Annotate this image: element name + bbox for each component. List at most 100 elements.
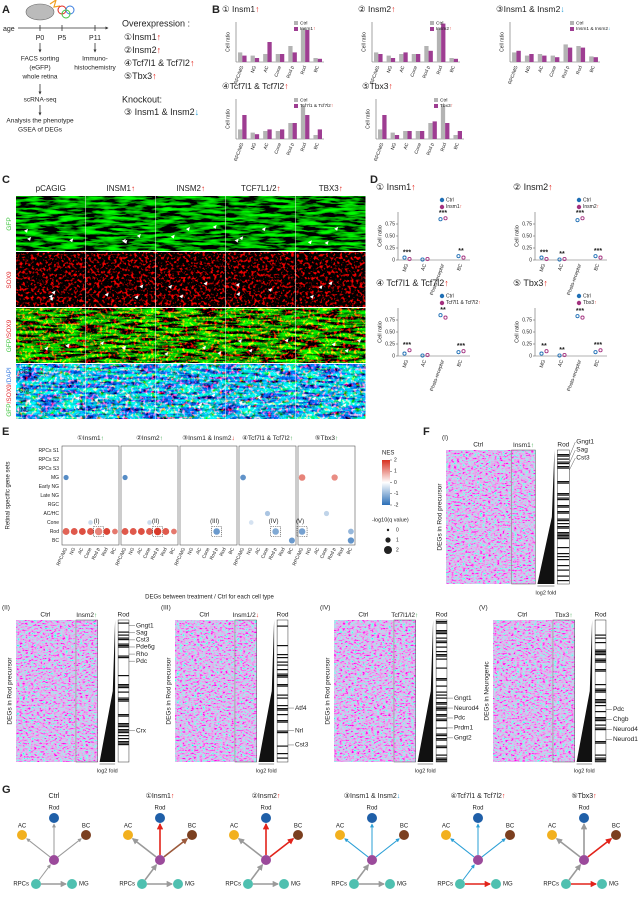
list-item: ⑤Tbx3↑	[124, 71, 157, 81]
x-tick-label: Cone	[410, 65, 420, 78]
subplot-frame	[120, 445, 179, 546]
arrow-symbol: ↑	[531, 442, 534, 449]
bar	[411, 54, 416, 62]
node	[349, 879, 359, 889]
rod-marker	[595, 670, 606, 672]
bar	[424, 46, 429, 62]
heatmap-ctrl	[334, 620, 393, 762]
rod-marker	[595, 754, 606, 756]
subplot-title: ⑤Tbx3↑	[315, 435, 339, 442]
rod-marker	[436, 685, 447, 687]
arrow-symbol: ↑	[415, 612, 418, 619]
rod-marker	[436, 739, 447, 741]
x-tick-label: NG	[246, 547, 255, 556]
dot	[121, 528, 129, 535]
legend-swatch	[434, 98, 438, 102]
annotation: (IV)	[269, 519, 279, 525]
rod-marker	[595, 690, 606, 692]
node-label: Rod	[578, 806, 589, 812]
micrograph-channel	[156, 252, 226, 307]
bar	[288, 123, 293, 139]
node-label: Rod	[366, 806, 377, 812]
rod-marker	[277, 697, 288, 699]
bar	[313, 135, 318, 139]
condition-header: Rod	[118, 612, 130, 619]
arrowhead-annotation	[212, 224, 217, 229]
dot	[137, 528, 145, 535]
bar	[436, 28, 442, 62]
edge	[555, 838, 581, 858]
x-tick-label: AC	[420, 263, 428, 272]
node-label: RPCs	[437, 882, 453, 888]
x-tick-label: Rod p	[327, 547, 338, 561]
rod-marker	[436, 708, 447, 710]
colorbar-tick-label: 0	[394, 480, 397, 486]
log2-fold-bars	[417, 620, 434, 762]
bar	[563, 44, 568, 62]
x-tick-label: AC	[254, 546, 262, 555]
significance: ***	[594, 248, 602, 255]
arrowhead-annotation	[49, 296, 54, 301]
arrowhead-annotation	[101, 408, 106, 413]
node-label: BC	[188, 824, 197, 830]
y-tick-label: Late NG	[40, 493, 59, 499]
diagram-title: ③Insm1 & Insm2↓	[344, 792, 400, 800]
arrowhead-annotation	[203, 281, 208, 286]
step-text: whole retina	[21, 74, 57, 81]
bar	[399, 54, 404, 62]
node	[385, 879, 395, 889]
significance: ***	[457, 343, 465, 350]
legend-swatch	[294, 27, 298, 31]
rod-marker	[595, 720, 606, 722]
bar	[267, 129, 272, 139]
node	[49, 813, 59, 823]
rod-marker	[436, 694, 447, 696]
step-text: (eGFP)	[29, 65, 50, 72]
rod-marker	[557, 523, 570, 525]
arrow-symbol: ↓	[195, 107, 200, 117]
arrow-symbol: ↑	[290, 435, 293, 442]
arrowhead-annotation	[261, 227, 266, 232]
arrowhead-annotation	[312, 396, 317, 401]
dot	[461, 255, 466, 260]
node-label: AC	[442, 824, 451, 830]
y-tick-label: RPCs S3	[38, 466, 59, 472]
micrograph-channel	[86, 364, 156, 419]
label-text: ①Insm1	[146, 792, 171, 800]
significance: **	[559, 251, 565, 258]
rod-marker	[595, 634, 606, 636]
legend-label: Insm2↑	[436, 26, 451, 32]
annotation: (III)	[210, 519, 219, 525]
arrow-symbol: ↑	[543, 278, 548, 288]
rod-marker	[118, 723, 129, 725]
significance: ***	[576, 210, 584, 217]
legend-swatch	[430, 21, 434, 25]
annotation: (V)	[296, 519, 304, 525]
rod-marker	[436, 760, 447, 762]
bar	[250, 132, 255, 139]
micrograph-channel	[156, 196, 226, 251]
label-text: INSM2	[177, 184, 202, 193]
x-tick-label: Rod	[219, 547, 228, 558]
label-text: ④Tcf7l1 & Tcf7l2	[451, 792, 502, 800]
node	[67, 879, 77, 889]
rod-marker	[436, 630, 447, 632]
bar	[238, 52, 243, 62]
y-tick-label: 0.75	[385, 317, 395, 323]
y-axis-label: Cell ratio	[514, 321, 520, 343]
gene-label: Gngt1	[454, 695, 472, 702]
legend-dot	[576, 204, 582, 210]
y-tick-label: 0	[529, 353, 532, 359]
bar	[313, 58, 318, 62]
node-label: RPCs	[119, 882, 135, 888]
row-label: GFP/SOX9	[6, 319, 13, 352]
age-label: P5	[58, 35, 67, 42]
arrow-symbol: ↑	[255, 4, 259, 14]
legend-dot	[439, 293, 445, 299]
node	[473, 855, 483, 865]
dot	[112, 528, 118, 535]
micrograph-channel	[86, 252, 156, 307]
bar	[305, 115, 310, 139]
x-tick-label: Rod	[278, 547, 287, 558]
